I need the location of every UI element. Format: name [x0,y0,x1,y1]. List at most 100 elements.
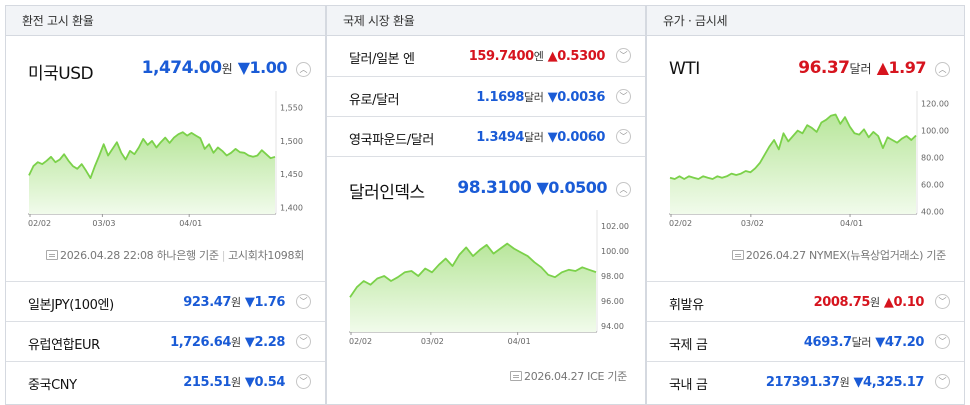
dxy-toggle-button[interactable]: ︿ [616,182,631,197]
expand-button[interactable]: ﹀ [616,89,631,104]
row-arrow: ▼ [853,375,864,390]
row-name: 휘발유 [669,298,704,313]
expand-button[interactable]: ﹀ [935,374,950,389]
row-change: 0.0036 [557,90,605,105]
wti-toggle-button[interactable]: ︿ [935,62,950,77]
wti-footer: 2026.04.27 NYMEX(뉴욕상업거래소) 기준 [731,247,946,263]
row-value: 217391.37원 ▼4,325.17 [766,374,925,390]
expand-button[interactable]: ﹀ [616,48,631,63]
usd-chart: 1,550 1,500 1,450 1,400 02/02 03/03 04/01 [28,91,303,226]
price-row-domestic-gold[interactable]: 국내 금 217391.37원 ▼4,325.17 ﹀ [647,361,964,401]
chart-y-tick: 60.00 [921,180,944,189]
expand-button[interactable]: ﹀ [296,374,311,389]
row-change: 0.0060 [557,130,605,145]
chart-y-tick: 120.00 [921,100,949,109]
row-unit: 달러 [524,131,544,144]
row-change: 2.28 [254,335,286,350]
expand-button[interactable]: ﹀ [935,334,950,349]
chart-x-tick: 04/01 [508,337,531,346]
divider [327,156,645,157]
intl-market-panel: 국제 시장 환율 달러/일본 엔 159.7400엔 ▲0.5300 ﹀ 유로/… [326,5,646,405]
chevron-down-icon: ﹀ [938,377,947,386]
chart-x-tick: 04/01 [840,219,863,226]
row-price: 2008.75 [813,295,871,310]
row-unit: 달러 [524,91,544,104]
row-value: 923.47원 ▼1.76 [183,294,285,310]
rate-row-eur-usd[interactable]: 유로/달러 1.1698달러 ▼0.0036 ﹀ [327,76,645,116]
dxy-name[interactable]: 달러인덱스 [349,183,425,203]
row-arrow: ▼ [244,335,255,350]
usd-footer-date: 2026.04.28 22:08 하나은행 기준 [60,249,219,262]
rate-row-jpy[interactable]: 일본JPY(100엔) 923.47원 ▼1.76 ﹀ [6,281,325,321]
dxy-change: 0.0500 [548,178,607,197]
chart-y-tick: 1,400 [280,203,303,212]
row-value: 1.3494달러 ▼0.0060 [476,129,605,145]
row-price: 1.3494 [476,130,525,145]
expand-button[interactable]: ﹀ [935,294,950,309]
wti-change-arrow: ▲ [876,58,889,77]
chart-x-tick: 03/02 [421,337,444,346]
chevron-down-icon: ﹀ [619,92,628,101]
row-value: 1.1698달러 ▼0.0036 [476,89,605,105]
wti-price: 96.37 [798,58,850,78]
row-price: 1,726.64 [170,335,232,350]
row-arrow: ▼ [244,375,255,390]
row-value: 4693.7달러 ▼47.20 [804,334,924,350]
dxy-chart: 102.00 100.00 98.00 96.00 94.00 02/02 03/02 04/… [349,210,629,346]
chart-x-tick: 02/02 [669,219,692,226]
rate-row-gbp-usd[interactable]: 영국파운드/달러 1.3494달러 ▼0.0060 ﹀ [327,116,645,156]
wti-name[interactable]: WTI [669,59,700,79]
row-name: 중국CNY [28,378,77,393]
usd-price: 1,474.00 [141,58,222,78]
chart-y-tick: 98.00 [601,272,624,281]
chevron-down-icon: ﹀ [619,51,628,60]
chart-x-tick: 03/03 [92,219,115,226]
chart-line [28,131,276,179]
row-name: 영국파운드/달러 [349,133,434,148]
rate-row-cny[interactable]: 중국CNY 215.51원 ▼0.54 ﹀ [6,361,325,401]
chart-x-tick: 02/02 [349,337,372,346]
row-unit: 달러 [851,336,872,349]
row-arrow: ▼ [547,130,558,145]
chart-y-tick: 40.00 [921,207,944,216]
chevron-up-icon: ︿ [619,185,628,194]
row-change: 1.76 [254,295,286,310]
usd-toggle-button[interactable]: ︿ [296,62,311,77]
rate-row-usd-jpy[interactable]: 달러/일본 엔 159.7400엔 ▲0.5300 ﹀ [327,36,645,76]
chart-area [29,132,275,214]
document-icon [510,371,522,381]
dxy-footer: 2026.04.27 ICE 기준 [510,368,627,384]
chart-area [670,114,916,214]
exchange-panel: 환전 고시 환율 미국USD 1,474.00원 ▼1.00 ︿ 1,550 1,… [5,5,326,405]
row-arrow: ▲ [883,295,894,310]
wti-unit: 달러 [849,62,872,76]
chevron-down-icon: ﹀ [299,297,308,306]
row-name: 유럽연합EUR [28,338,100,353]
row-unit: 원 [231,376,241,389]
expand-button[interactable]: ﹀ [296,294,311,309]
row-change: 4,325.17 [863,375,924,390]
chart-x-tick: 03/02 [741,219,764,226]
dxy-change-arrow: ▼ [536,178,549,197]
dxy-quote: 98.3100 ▼0.0500 [457,178,607,198]
row-unit: 원 [231,336,241,349]
wti-chart: 120.00 100.00 80.00 60.00 40.00 02/02 03/02 04/… [669,91,949,226]
row-unit: 원 [839,376,850,389]
chart-y-tick: 94.00 [601,322,624,331]
dxy-price: 98.3100 [457,178,532,198]
price-row-intl-gold[interactable]: 국제 금 4693.7달러 ▼47.20 ﹀ [647,321,964,361]
expand-button[interactable]: ﹀ [616,129,631,144]
expand-button[interactable]: ﹀ [296,334,311,349]
panel-header: 환전 고시 환율 [6,6,325,36]
row-price: 159.7400 [468,49,534,64]
panel-header: 국제 시장 환율 [327,6,645,36]
row-name: 달러/일본 엔 [349,52,415,67]
usd-name[interactable]: 미국USD [28,64,94,84]
row-price: 923.47 [183,295,232,310]
chevron-down-icon: ﹀ [619,132,628,141]
row-arrow: ▲ [547,49,558,64]
rate-row-eur[interactable]: 유럽연합EUR 1,726.64원 ▼2.28 ﹀ [6,321,325,361]
chevron-up-icon: ︿ [938,65,947,74]
price-row-gasoline[interactable]: 휘발유 2008.75원 ▲0.10 ﹀ [647,281,964,321]
dxy-footer-date: 2026.04.27 ICE 기준 [524,370,627,383]
